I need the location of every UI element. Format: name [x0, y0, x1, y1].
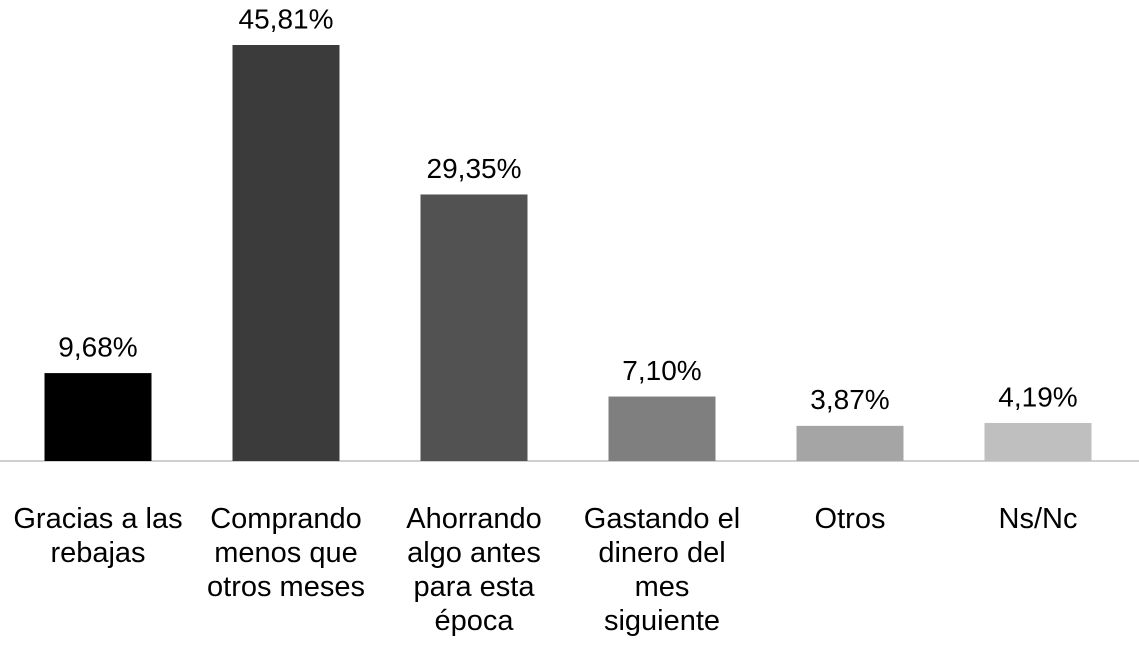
category-label: Gastando el dinero del mes siguiente — [583, 503, 741, 637]
value-label: 9,68% — [58, 331, 137, 362]
bar — [232, 45, 340, 461]
bar — [608, 396, 716, 461]
bar — [420, 194, 528, 462]
category-label: Ns/Nc — [998, 503, 1078, 535]
category-label: Ahorrando algo antes para esta época — [406, 503, 542, 637]
bar — [44, 373, 152, 461]
value-label: 3,87% — [810, 384, 889, 415]
value-label: 4,19% — [998, 381, 1077, 412]
bar — [796, 425, 904, 461]
value-label: 29,35% — [427, 153, 522, 184]
value-label: 7,10% — [622, 355, 701, 386]
category-label: Comprando menos que otros meses — [207, 503, 365, 603]
bar — [984, 422, 1092, 461]
category-label: Otros — [814, 503, 886, 535]
category-label: Gracias a las rebajas — [13, 503, 183, 569]
value-label: 45,81% — [239, 3, 334, 34]
